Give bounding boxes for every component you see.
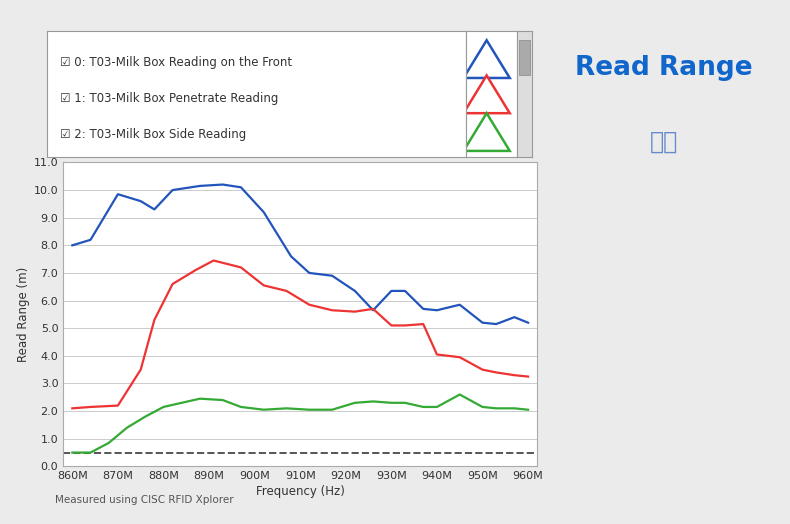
X-axis label: Frequency (Hz): Frequency (Hz) bbox=[256, 485, 344, 498]
Text: Read Range: Read Range bbox=[575, 55, 752, 81]
Text: ☑ 1: T03-Milk Box Penetrate Reading: ☑ 1: T03-Milk Box Penetrate Reading bbox=[60, 92, 278, 105]
Text: ☑ 0: T03-Milk Box Reading on the Front: ☑ 0: T03-Milk Box Reading on the Front bbox=[60, 57, 292, 69]
Text: ☑ 2: T03-Milk Box Side Reading: ☑ 2: T03-Milk Box Side Reading bbox=[60, 128, 246, 141]
Polygon shape bbox=[464, 113, 510, 151]
Y-axis label: Read Range (m): Read Range (m) bbox=[17, 267, 29, 362]
Polygon shape bbox=[464, 75, 510, 113]
FancyBboxPatch shape bbox=[519, 40, 530, 75]
Polygon shape bbox=[464, 40, 510, 78]
Text: Measured using CISC RFID Xplorer: Measured using CISC RFID Xplorer bbox=[55, 495, 234, 506]
Text: 读距: 读距 bbox=[649, 129, 678, 154]
